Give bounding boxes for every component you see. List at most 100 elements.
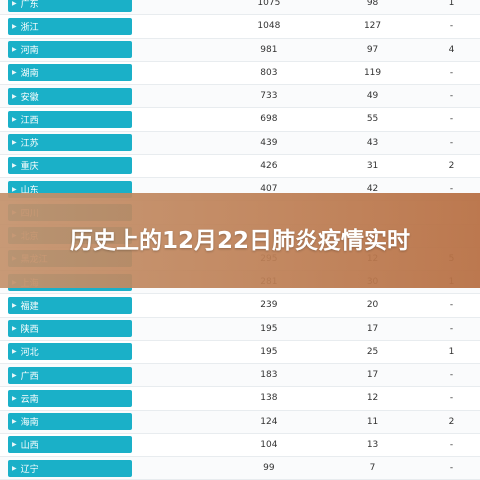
expand-arrow-icon[interactable]: ▶ <box>12 92 17 100</box>
province-name-cell[interactable]: ▶ 辽宁 <box>8 459 132 477</box>
confirmed-count: 439 <box>260 137 278 148</box>
expand-arrow-icon[interactable]: ▶ <box>12 46 17 54</box>
province-name: 山东 <box>20 185 39 196</box>
second-count: 43 <box>366 137 379 148</box>
second-count: 11 <box>366 416 379 427</box>
confirmed-count: 733 <box>260 91 278 102</box>
province-name-cell[interactable]: ▶ 广东 <box>8 0 132 12</box>
province-name: 陕西 <box>20 325 39 336</box>
second-count: 127 <box>363 21 382 32</box>
second-count: 55 <box>366 114 379 125</box>
second-count: 98 <box>366 0 379 9</box>
confirmed-count: 1075 <box>257 0 281 9</box>
expand-arrow-icon[interactable]: ▶ <box>12 69 17 77</box>
table-row[interactable]: ▶ 云南 138 12 - <box>0 387 480 411</box>
expand-arrow-icon[interactable]: ▶ <box>12 162 17 170</box>
province-name-cell[interactable]: ▶ 浙江 <box>8 17 132 35</box>
province-name: 浙江 <box>20 22 39 33</box>
province-name: 河南 <box>20 46 39 57</box>
expand-arrow-icon[interactable]: ▶ <box>12 139 17 147</box>
province-name-cell[interactable]: ▶ 河北 <box>8 343 132 361</box>
second-count: 49 <box>366 91 379 102</box>
expand-arrow-icon[interactable]: ▶ <box>12 394 17 402</box>
third-count: - <box>449 370 454 381</box>
second-count: 42 <box>366 184 379 195</box>
second-count: 20 <box>366 300 379 311</box>
second-count: 25 <box>366 346 379 357</box>
expand-arrow-icon[interactable]: ▶ <box>12 418 17 426</box>
province-name-cell[interactable]: ▶ 陕西 <box>8 320 132 338</box>
province-name-cell[interactable]: ▶ 云南 <box>8 389 132 407</box>
third-count: - <box>449 91 454 102</box>
table-row[interactable]: ▶ 福建 239 20 - <box>0 294 480 318</box>
province-name: 湖南 <box>20 69 39 80</box>
expand-arrow-icon[interactable]: ▶ <box>12 348 17 356</box>
table-row[interactable]: ▶ 辽宁 99 7 - <box>0 457 480 480</box>
confirmed-count: 426 <box>260 160 278 171</box>
second-count: 17 <box>366 323 379 334</box>
third-count: - <box>449 323 454 334</box>
second-count: 7 <box>369 463 376 474</box>
table-row[interactable]: ▶ 河南 981 97 4 <box>0 38 480 62</box>
third-count: - <box>449 439 454 450</box>
table-row[interactable]: ▶ 江西 698 55 - <box>0 108 480 132</box>
third-count: 4 <box>448 44 455 55</box>
expand-arrow-icon[interactable]: ▶ <box>12 441 17 449</box>
third-count: - <box>449 67 454 78</box>
expand-arrow-icon[interactable]: ▶ <box>12 371 17 379</box>
confirmed-count: 698 <box>260 114 278 125</box>
table-row[interactable]: ▶ 广东 1075 98 1 <box>0 0 480 16</box>
table-row[interactable]: ▶ 重庆 426 31 2 <box>0 155 480 178</box>
third-count: - <box>449 137 454 148</box>
expand-arrow-icon[interactable]: ▶ <box>12 301 17 309</box>
expand-arrow-icon[interactable]: ▶ <box>12 22 17 30</box>
confirmed-count: 104 <box>260 439 278 450</box>
table-row[interactable]: ▶ 广西 183 17 - <box>0 364 480 388</box>
confirmed-count: 124 <box>260 416 278 427</box>
second-count: 17 <box>366 370 379 381</box>
province-name-cell[interactable]: ▶ 福建 <box>8 296 132 314</box>
province-name: 福建 <box>20 301 39 312</box>
table-row[interactable]: ▶ 安徽 733 49 - <box>0 85 480 109</box>
province-name: 江苏 <box>20 139 39 150</box>
expand-arrow-icon[interactable]: ▶ <box>12 0 17 7</box>
table-row[interactable]: ▶ 海南 124 11 2 <box>0 410 480 434</box>
province-name-cell[interactable]: ▶ 安徽 <box>8 87 132 105</box>
province-name-cell[interactable]: ▶ 江苏 <box>8 134 132 152</box>
confirmed-count: 138 <box>260 393 278 404</box>
second-count: 119 <box>363 67 382 78</box>
expand-arrow-icon[interactable]: ▶ <box>12 185 17 193</box>
province-name-cell[interactable]: ▶ 重庆 <box>8 157 132 175</box>
province-name: 云南 <box>20 394 39 405</box>
expand-arrow-icon[interactable]: ▶ <box>12 464 17 472</box>
province-name-cell[interactable]: ▶ 湖南 <box>8 64 132 82</box>
expand-arrow-icon[interactable]: ▶ <box>12 325 17 333</box>
province-name-cell[interactable]: ▶ 广西 <box>8 366 132 384</box>
third-count: - <box>449 184 454 195</box>
expand-arrow-icon[interactable]: ▶ <box>12 115 17 123</box>
province-name-cell[interactable]: ▶ 海南 <box>8 413 132 431</box>
table-row[interactable]: ▶ 山西 104 13 - <box>0 434 480 457</box>
table-row[interactable]: ▶ 浙江 1048 127 - <box>0 15 480 39</box>
province-name: 安徽 <box>20 92 39 103</box>
third-count: 2 <box>448 160 455 171</box>
confirmed-count: 239 <box>260 300 278 311</box>
second-count: 31 <box>366 160 379 171</box>
province-name: 广东 <box>20 0 39 10</box>
province-name-cell[interactable]: ▶ 山西 <box>8 436 132 454</box>
table-row[interactable]: ▶ 陕西 195 17 - <box>0 317 480 341</box>
third-count: 1 <box>448 0 455 9</box>
table-row[interactable]: ▶ 河北 195 25 1 <box>0 341 480 364</box>
province-name: 海南 <box>20 418 39 429</box>
table-row[interactable]: ▶ 江苏 439 43 - <box>0 131 480 155</box>
province-name-cell[interactable]: ▶ 江西 <box>8 110 132 128</box>
second-count: 13 <box>366 439 379 450</box>
confirmed-count: 981 <box>260 44 278 55</box>
third-count: 2 <box>448 416 455 427</box>
province-name: 广西 <box>20 371 39 382</box>
province-name: 河北 <box>20 348 39 359</box>
table-row[interactable]: ▶ 湖南 803 119 - <box>0 62 480 85</box>
province-name: 重庆 <box>20 162 39 173</box>
province-name-cell[interactable]: ▶ 河南 <box>8 41 132 59</box>
confirmed-count: 99 <box>263 463 275 474</box>
